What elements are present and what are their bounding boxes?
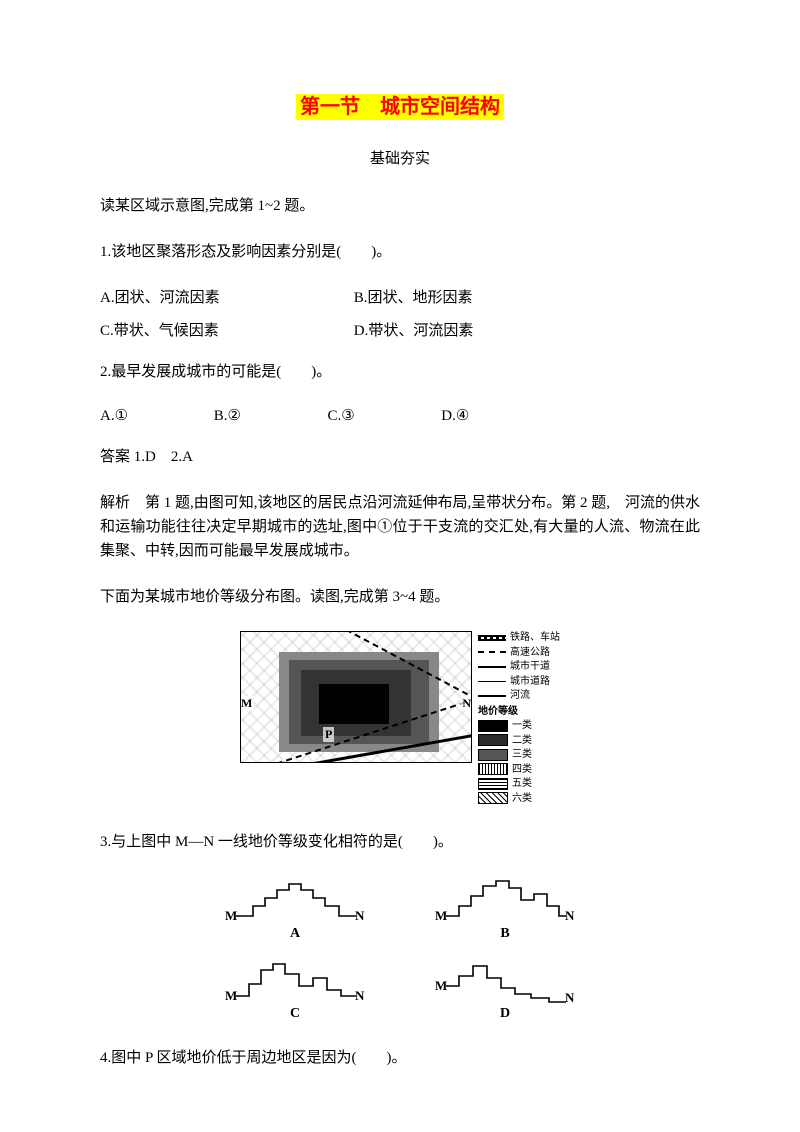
profile-a: M N A [220, 876, 370, 942]
leg-trunk: 城市干道 [510, 660, 550, 674]
q1-stem: 1.该地区聚落形态及影响因素分别是( )。 [100, 240, 700, 264]
q1-opt-a: A.团状、河流因素 [100, 286, 350, 307]
map-label-m: M [240, 696, 254, 711]
profile-d-m: M [435, 978, 447, 993]
answers-line: 答案 1.D 2.A [100, 445, 700, 469]
q1-opt-b: B.团状、地形因素 [354, 286, 473, 307]
profile-d-n: N [565, 990, 575, 1004]
q2-opt-a: A.① [100, 406, 210, 425]
land-price-map-figure: M N P 铁路、车站 高速公路 城市干道 城市道路 河流 地价等级 一类 二类… [100, 631, 700, 806]
profile-c-path [236, 964, 356, 996]
q1-opt-c: C.带状、气候因素 [100, 319, 350, 340]
profile-a-label: A [220, 926, 370, 942]
profile-a-m: M [225, 908, 237, 923]
leg-hwy: 高速公路 [510, 646, 550, 660]
profile-d: M N D [430, 956, 580, 1022]
title-section: 第一节 [300, 96, 360, 118]
leg-g1-swatch [478, 720, 508, 732]
leg-title: 地价等级 [478, 705, 560, 719]
profile-c: M N C [220, 956, 370, 1022]
q1-opt-d: D.带状、河流因素 [354, 319, 474, 340]
profile-d-label: D [430, 1006, 580, 1022]
leg-g4: 四类 [512, 763, 532, 777]
leg-g3: 三类 [512, 748, 532, 762]
leg-g6: 六类 [512, 792, 532, 806]
leg-g2: 二类 [512, 734, 532, 748]
leg-g5: 五类 [512, 777, 532, 791]
profile-b-label: B [430, 926, 580, 942]
profile-c-label: C [220, 1006, 370, 1022]
profile-b-n: N [565, 908, 575, 923]
q4-stem: 4.图中 P 区域地价低于周边地区是因为( )。 [100, 1046, 700, 1070]
q2-opt-b: B.② [214, 406, 324, 425]
analysis-text: 解析 第 1 题,由图可知,该地区的居民点沿河流延伸布局,呈带状分布。第 2 题… [100, 491, 700, 563]
leg-river: 河流 [510, 689, 530, 703]
title-name: 城市空间结构 [380, 96, 500, 118]
q2-opt-d: D.④ [441, 406, 551, 425]
intro-text-1: 读某区域示意图,完成第 1~2 题。 [100, 194, 700, 218]
profile-d-path [446, 966, 566, 1002]
page-title: 第一节 城市空间结构 [100, 90, 700, 119]
map-label-n: N [460, 696, 472, 711]
profile-b-path [446, 881, 566, 916]
profile-c-n: N [355, 988, 365, 1003]
profile-a-path [236, 884, 356, 916]
profile-b-m: M [435, 908, 447, 923]
land-price-map: M N P [240, 631, 472, 763]
leg-road: 城市道路 [510, 675, 550, 689]
profile-a-n: N [355, 908, 365, 923]
leg-g1: 一类 [512, 719, 532, 733]
q3-stem: 3.与上图中 M—N 一线地价等级变化相符的是( )。 [100, 830, 700, 854]
q1-options: A.团状、河流因素 B.团状、地形因素 C.带状、气候因素 D.带状、河流因素 [100, 286, 700, 340]
profile-c-m: M [225, 988, 237, 1003]
profile-b: M N B [430, 876, 580, 942]
map-label-p: P [323, 727, 334, 742]
q2-options: A.① B.② C.③ D.④ [100, 406, 700, 425]
intro-text-2: 下面为某城市地价等级分布图。读图,完成第 3~4 题。 [100, 585, 700, 609]
leg-rail: 铁路、车站 [510, 631, 560, 645]
q2-opt-c: C.③ [328, 406, 438, 425]
subtitle: 基础夯实 [100, 147, 700, 168]
q3-profiles-figure: M N A M N B M N C [100, 876, 700, 1022]
map-legend: 铁路、车站 高速公路 城市干道 城市道路 河流 地价等级 一类 二类 三类 四类… [478, 631, 560, 806]
q2-stem: 2.最早发展成城市的可能是( )。 [100, 360, 700, 384]
